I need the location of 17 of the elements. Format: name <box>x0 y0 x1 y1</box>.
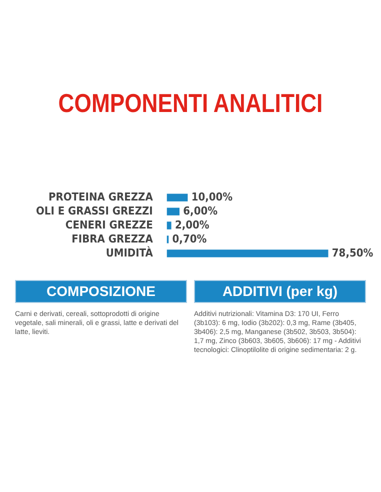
text: COMPOSIZIONE <box>15 280 187 303</box>
chart-title: COMPONENTI ANALITICI <box>57 88 324 119</box>
y-tick-label: UMIDITÀ <box>106 245 154 260</box>
bar <box>166 208 180 216</box>
data-label: 0,70% <box>172 232 207 246</box>
bar <box>166 250 328 258</box>
data-label: 10,00% <box>191 190 233 204</box>
y-tick-label: OLI E GRASSI GREZZI <box>36 204 153 218</box>
y-tick-label: PROTEINA GREZZA <box>48 190 154 204</box>
text: ADDITIVI (per kg) <box>194 280 366 303</box>
data-label: 78,50% <box>332 246 374 260</box>
bar <box>166 222 172 230</box>
data-label: 6,00% <box>183 204 218 218</box>
y-tick-label: FIBRA GREZZA <box>72 232 154 246</box>
bar <box>166 194 188 202</box>
y-tick-label: CENERI GREZZE <box>65 218 154 232</box>
data-label: 2,00% <box>174 218 210 232</box>
